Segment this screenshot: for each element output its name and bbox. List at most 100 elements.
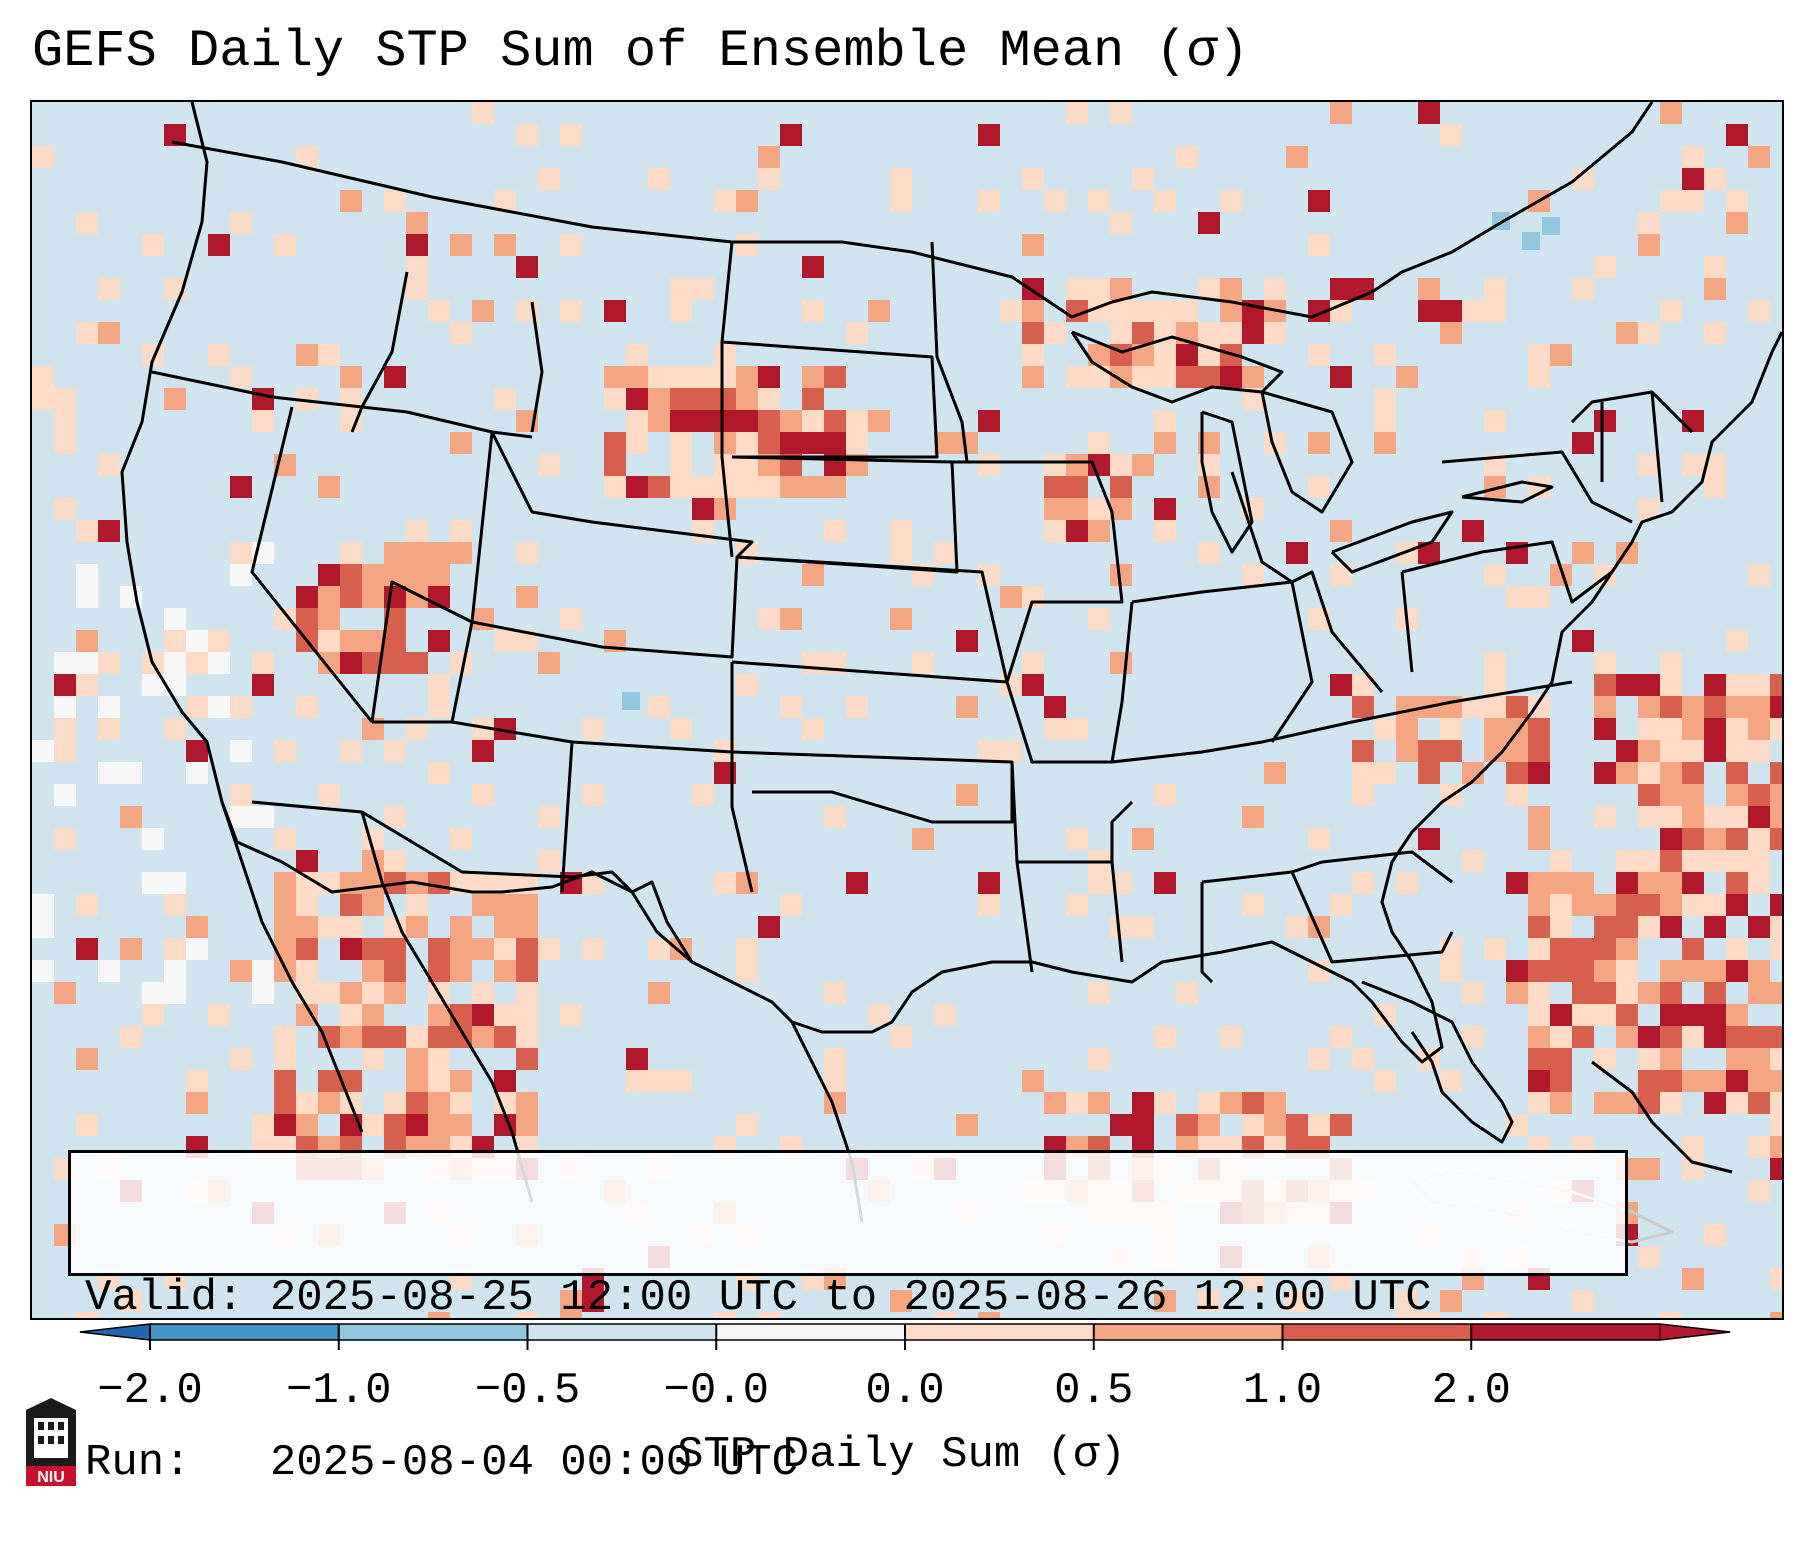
anomaly-cell <box>1594 1092 1616 1114</box>
anomaly-cell <box>384 190 406 212</box>
anomaly-cell <box>626 1048 648 1070</box>
anomaly-cell <box>1264 762 1286 784</box>
anomaly-cell <box>296 696 318 718</box>
anomaly-cell <box>1638 1158 1660 1180</box>
anomaly-cell <box>1594 410 1616 432</box>
anomaly-cell <box>1044 498 1066 520</box>
anomaly-cell <box>670 410 692 432</box>
anomaly-cell <box>1308 234 1330 256</box>
anomaly-cell <box>714 344 736 366</box>
anomaly-cell <box>1748 982 1770 1004</box>
anomaly-cell <box>76 564 98 586</box>
anomaly-cell <box>1682 828 1704 850</box>
anomaly-cell <box>1308 1114 1330 1136</box>
anomaly-cell <box>252 960 274 982</box>
anomaly-cell <box>1770 938 1782 960</box>
anomaly-cell <box>1638 740 1660 762</box>
anomaly-cell <box>1704 1224 1726 1246</box>
anomaly-cell <box>1726 894 1748 916</box>
anomaly-cell <box>1660 960 1682 982</box>
anomaly-cell <box>98 454 120 476</box>
anomaly-cell <box>1726 1092 1748 1114</box>
anomaly-cell <box>1022 168 1044 190</box>
anomaly-cell <box>98 322 120 344</box>
anomaly-cell <box>1638 1246 1660 1268</box>
anomaly-cell <box>1704 256 1726 278</box>
anomaly-cell <box>1682 454 1704 476</box>
anomaly-cell <box>428 872 450 894</box>
anomaly-cell <box>1704 1004 1726 1026</box>
anomaly-cell <box>1022 234 1044 256</box>
anomaly-cell <box>1088 1092 1110 1114</box>
anomaly-cell <box>1748 740 1770 762</box>
anomaly-cell <box>1528 718 1550 740</box>
anomaly-cell <box>1660 828 1682 850</box>
anomaly-cell <box>1088 498 1110 520</box>
anomaly-cell <box>1154 498 1176 520</box>
anomaly-cell <box>1726 696 1748 718</box>
anomaly-cell <box>54 388 76 410</box>
anomaly-cell <box>516 124 538 146</box>
anomaly-cell <box>1484 674 1506 696</box>
anomaly-cell <box>890 1026 912 1048</box>
anomaly-cell <box>1616 762 1638 784</box>
anomaly-cell <box>318 586 340 608</box>
anomaly-cell <box>340 410 362 432</box>
anomaly-cell <box>54 410 76 432</box>
anomaly-cell <box>230 564 252 586</box>
anomaly-cell <box>1066 828 1088 850</box>
anomaly-cell <box>1374 388 1396 410</box>
anomaly-cell <box>1704 674 1726 696</box>
anomaly-cell <box>802 388 824 410</box>
anomaly-cell <box>1572 630 1594 652</box>
anomaly-cell <box>1528 1092 1550 1114</box>
anomaly-cell <box>1522 232 1540 250</box>
anomaly-cell <box>1528 960 1550 982</box>
anomaly-cell <box>1330 278 1352 300</box>
anomaly-cell <box>1748 1136 1770 1158</box>
anomaly-cell <box>648 1070 670 1092</box>
colorbar-bin <box>1093 1324 1283 1340</box>
anomaly-cell <box>450 828 472 850</box>
anomaly-cell <box>1748 696 1770 718</box>
anomaly-cell <box>1374 762 1396 784</box>
anomaly-cell <box>1198 366 1220 388</box>
anomaly-cell <box>1110 212 1132 234</box>
anomaly-cell <box>318 476 340 498</box>
anomaly-cell <box>142 828 164 850</box>
anomaly-cell <box>1616 894 1638 916</box>
anomaly-cell <box>736 410 758 432</box>
colorbar-tick-label: −1.0 <box>285 1366 392 1416</box>
anomaly-cell <box>1022 652 1044 674</box>
anomaly-cell <box>340 564 362 586</box>
anomaly-cell <box>384 806 406 828</box>
anomaly-cell <box>1660 740 1682 762</box>
anomaly-cell <box>362 586 384 608</box>
anomaly-cell <box>450 1070 472 1092</box>
anomaly-cell <box>1572 1026 1594 1048</box>
anomaly-cell <box>1682 1026 1704 1048</box>
anomaly-cell <box>736 674 758 696</box>
colorbar-bin <box>1471 1324 1660 1340</box>
anomaly-cell <box>1088 432 1110 454</box>
anomaly-cell <box>604 388 626 410</box>
anomaly-cell <box>1682 1070 1704 1092</box>
anomaly-cell <box>1726 938 1748 960</box>
anomaly-cell <box>1594 718 1616 740</box>
colorbar-bin <box>527 1324 717 1340</box>
anomaly-cell <box>1638 762 1660 784</box>
anomaly-cell <box>1506 784 1528 806</box>
anomaly-cell <box>1220 322 1242 344</box>
anomaly-cell <box>802 476 824 498</box>
anomaly-cell <box>1462 520 1484 542</box>
anomaly-cell <box>1000 586 1022 608</box>
anomaly-cell <box>32 960 54 982</box>
anomaly-cell <box>1242 322 1264 344</box>
anomaly-cell <box>1176 344 1198 366</box>
anomaly-cell <box>1484 1312 1506 1318</box>
anomaly-cell <box>516 960 538 982</box>
anomaly-cell <box>164 872 186 894</box>
anomaly-cell <box>450 1026 472 1048</box>
anomaly-cell <box>1638 1092 1660 1114</box>
colorbar-label: STP Daily Sum (σ) <box>677 1430 1126 1480</box>
